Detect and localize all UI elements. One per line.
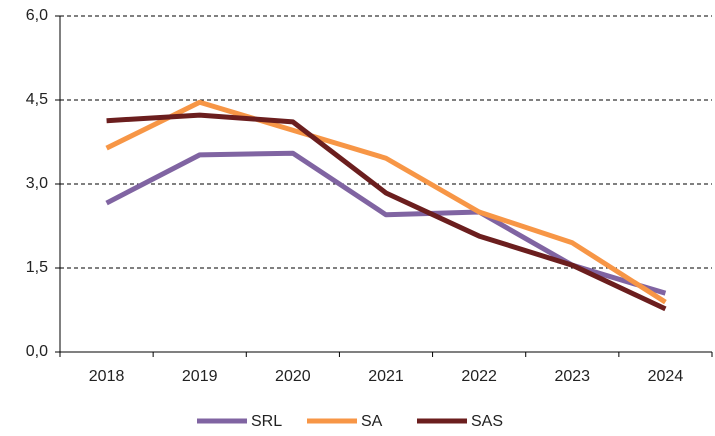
x-tick-label: 2019	[182, 368, 218, 385]
x-tick-label: 2022	[461, 368, 497, 385]
x-tick-label: 2024	[648, 368, 684, 385]
series-line	[105, 99, 667, 305]
x-tick-label: 2018	[89, 368, 125, 385]
y-tick-label: 0,0	[26, 343, 48, 360]
y-tick-label: 4,5	[26, 91, 48, 108]
x-tick-label: 2021	[368, 368, 404, 385]
y-tick-label: 1,5	[26, 259, 48, 276]
legend-label: SA	[361, 413, 383, 430]
y-tick-label: 3,0	[26, 175, 48, 192]
y-tick-label: 6,0	[26, 7, 48, 24]
series-line	[106, 112, 667, 312]
legend-label: SAS	[471, 413, 503, 430]
legend-label: SRL	[251, 413, 282, 430]
x-tick-label: 2023	[554, 368, 590, 385]
x-tick-label: 2020	[275, 368, 311, 385]
